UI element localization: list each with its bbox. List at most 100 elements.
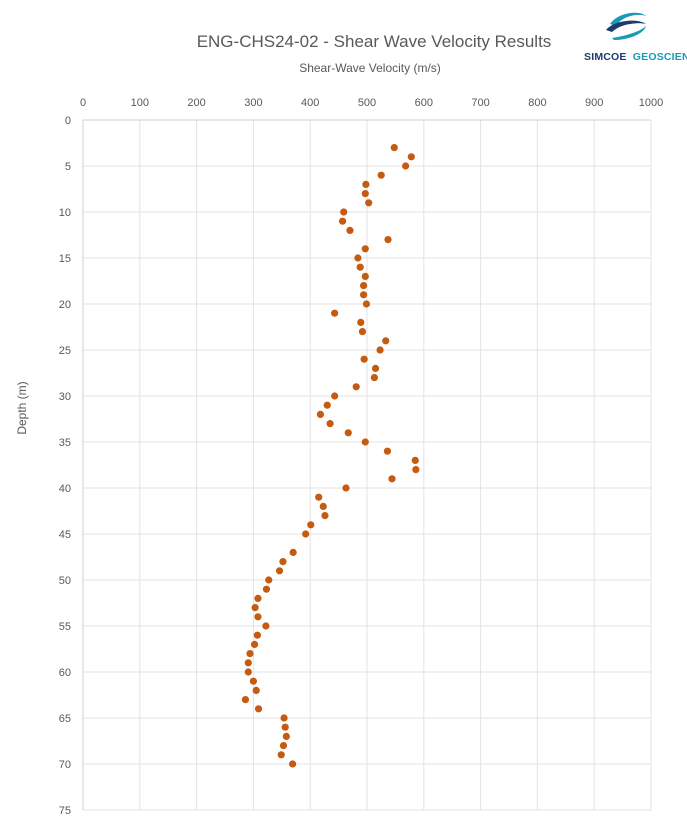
- y-tick-label: 15: [59, 253, 71, 265]
- data-point: [253, 631, 261, 639]
- data-point: [280, 714, 288, 722]
- x-tick-label: 400: [301, 97, 319, 109]
- x-tick-label: 0: [80, 97, 86, 109]
- y-tick-label: 45: [59, 529, 71, 541]
- data-point: [315, 493, 323, 501]
- data-point: [262, 622, 270, 630]
- data-point: [254, 613, 262, 621]
- svg-text:SIMCOE GEOSCIENCE: SIMCOE GEOSCIENCE: [584, 51, 687, 63]
- y-tick-label: 50: [59, 575, 71, 587]
- data-point: [244, 668, 252, 676]
- gridlines: [82, 119, 652, 811]
- y-tick-label: 40: [59, 483, 71, 495]
- data-point: [279, 558, 287, 566]
- data-point: [250, 640, 259, 649]
- x-tick-label: 700: [471, 97, 489, 109]
- y-tick-label: 35: [59, 437, 71, 449]
- data-point: [288, 760, 297, 768]
- data-point: [246, 650, 254, 658]
- data-point: [252, 686, 260, 695]
- logo-swirl-icon: [606, 12, 646, 40]
- data-point: [265, 576, 273, 584]
- data-point: [254, 705, 263, 713]
- data-point: [319, 502, 327, 510]
- data-point: [361, 438, 369, 446]
- chart-title: ENG-CHS24-02 - Shear Wave Velocity Resul…: [197, 32, 552, 51]
- y-axis-label: Depth (m): [15, 381, 29, 434]
- data-point: [338, 217, 347, 225]
- x-tick-label: 800: [528, 97, 546, 109]
- logo-word-geoscience: GEOSCIENCE: [633, 51, 687, 63]
- data-point: [244, 659, 252, 667]
- y-tick-label: 0: [65, 115, 71, 127]
- data-points: [241, 144, 420, 768]
- data-point: [357, 318, 365, 326]
- y-tick-label: 5: [65, 161, 71, 173]
- data-point: [340, 208, 348, 216]
- data-point: [402, 162, 410, 170]
- x-tick-label: 600: [415, 97, 433, 109]
- data-point: [251, 604, 259, 612]
- company-logo: SIMCOE GEOSCIENCE: [584, 12, 687, 63]
- data-point: [302, 530, 310, 538]
- data-point: [412, 466, 420, 474]
- data-point: [254, 594, 262, 603]
- y-tick-label: 20: [59, 299, 71, 311]
- data-point: [362, 180, 370, 188]
- y-tick-label: 25: [59, 345, 71, 357]
- data-point: [376, 346, 384, 354]
- logo-word-simcoe: SIMCOE: [584, 51, 627, 63]
- data-point: [281, 723, 289, 731]
- x-tick-label: 200: [187, 97, 205, 109]
- data-point: [321, 511, 329, 520]
- data-point: [384, 236, 392, 244]
- data-point: [361, 245, 369, 253]
- data-point: [383, 447, 392, 455]
- y-tick-label: 65: [59, 713, 71, 725]
- data-point: [370, 374, 378, 382]
- data-point: [331, 392, 339, 400]
- axes: [82, 119, 651, 810]
- y-tick-label: 10: [59, 207, 71, 219]
- data-point: [307, 521, 315, 529]
- y-tick-label: 60: [59, 667, 71, 679]
- data-point: [356, 263, 364, 271]
- data-point: [346, 226, 354, 234]
- y-tick-label: 75: [59, 805, 71, 817]
- data-point: [326, 420, 334, 428]
- data-point: [361, 272, 369, 280]
- data-point: [316, 410, 325, 418]
- data-point: [371, 364, 380, 372]
- data-point: [388, 475, 396, 483]
- data-point: [241, 696, 250, 704]
- data-point: [342, 484, 350, 492]
- x-axis-label: Shear-Wave Velocity (m/s): [299, 61, 441, 75]
- data-point: [282, 732, 290, 741]
- data-point: [365, 199, 373, 207]
- x-tick-label: 500: [358, 97, 376, 109]
- data-point: [390, 144, 398, 152]
- x-tick-label: 300: [244, 97, 262, 109]
- data-point: [279, 742, 288, 750]
- data-point: [275, 567, 284, 575]
- x-tick-labels: 0 100 200 300 400 500 600 700 800 900 1000: [80, 97, 663, 109]
- data-point: [354, 254, 362, 262]
- data-point: [360, 355, 368, 363]
- data-point: [249, 677, 257, 685]
- data-point: [323, 401, 331, 409]
- data-point: [358, 328, 367, 336]
- x-tick-label: 100: [131, 97, 149, 109]
- data-point: [359, 291, 368, 299]
- data-point: [377, 171, 385, 179]
- data-point: [344, 429, 352, 437]
- data-point: [277, 751, 285, 759]
- data-point: [359, 282, 368, 290]
- data-point: [352, 383, 360, 391]
- y-tick-label: 70: [59, 759, 71, 771]
- data-point: [361, 190, 369, 198]
- data-point: [289, 548, 297, 557]
- data-point: [262, 585, 271, 593]
- data-point: [407, 153, 415, 161]
- data-point: [331, 309, 339, 317]
